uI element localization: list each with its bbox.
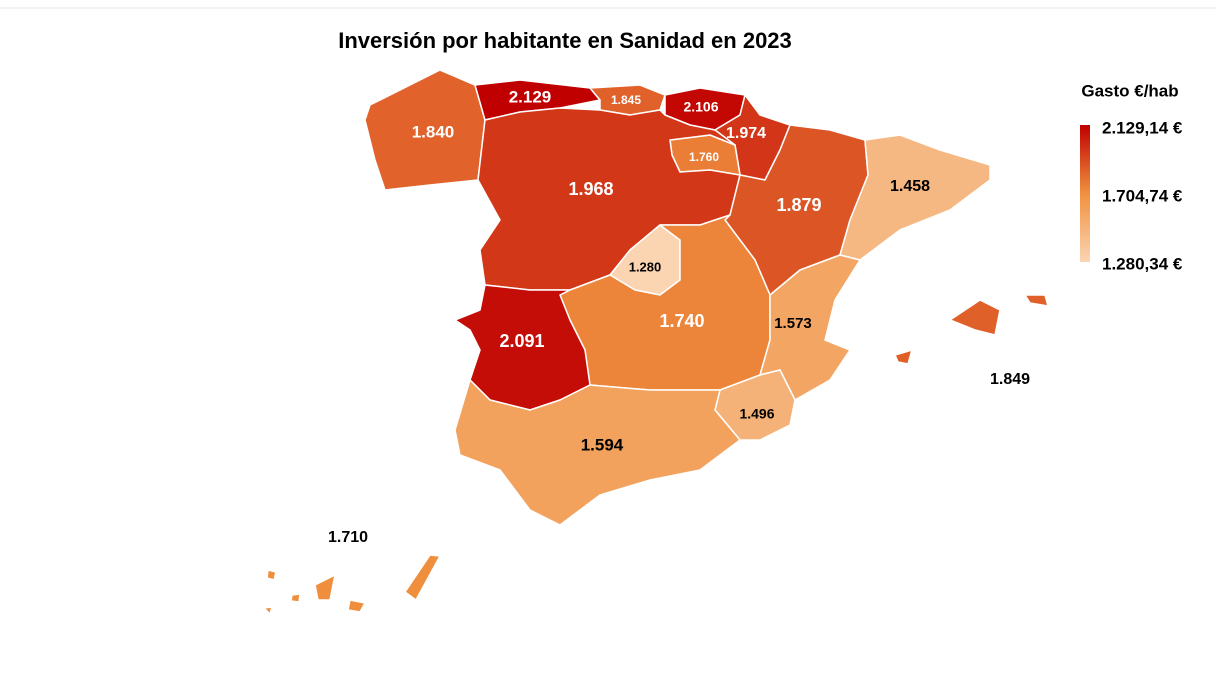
region-label: 1.710 bbox=[328, 529, 368, 546]
region bbox=[949, 299, 1001, 336]
region bbox=[314, 574, 336, 601]
region-label: 1.879 bbox=[776, 195, 821, 215]
legend-min-label: 1.280,34 € bbox=[1102, 254, 1183, 273]
legend-gradient bbox=[1080, 125, 1090, 262]
region bbox=[266, 569, 277, 581]
region bbox=[290, 593, 301, 603]
region-label: 2.091 bbox=[499, 331, 544, 351]
region-labels: 1.840 2.129 1.845 2.106 1.974 1.760 1.968 1.879… bbox=[328, 87, 1030, 546]
region-label: 1.594 bbox=[581, 435, 624, 454]
region bbox=[404, 554, 441, 601]
region bbox=[894, 349, 913, 365]
legend-mid-label: 1.704,74 € bbox=[1102, 186, 1183, 205]
region-label: 1.496 bbox=[739, 406, 774, 422]
region-label: 1.280 bbox=[629, 259, 662, 274]
regions bbox=[263, 69, 1049, 615]
region-label: 1.458 bbox=[890, 178, 930, 195]
region bbox=[263, 606, 273, 615]
region bbox=[347, 599, 366, 613]
region-label: 1.573 bbox=[774, 315, 812, 332]
region-label: 1.849 bbox=[990, 371, 1030, 388]
region bbox=[1024, 294, 1049, 307]
legend-max-label: 2.129,14 € bbox=[1102, 118, 1183, 137]
region-label: 1.968 bbox=[568, 179, 613, 199]
region-label: 2.129 bbox=[509, 87, 552, 106]
legend-title: Gasto €/hab bbox=[1081, 81, 1178, 100]
region-label: 1.974 bbox=[726, 125, 766, 142]
region bbox=[759, 254, 861, 401]
region bbox=[364, 69, 486, 191]
region-label: 1.845 bbox=[611, 93, 641, 107]
region-label: 2.106 bbox=[683, 99, 718, 115]
region bbox=[454, 379, 741, 526]
region-label: 1.840 bbox=[412, 122, 455, 141]
region-label: 1.760 bbox=[689, 150, 719, 164]
region bbox=[839, 134, 991, 261]
region-label: 1.740 bbox=[659, 311, 704, 331]
map-title: Inversión por habitante en Sanidad en 20… bbox=[338, 28, 792, 53]
